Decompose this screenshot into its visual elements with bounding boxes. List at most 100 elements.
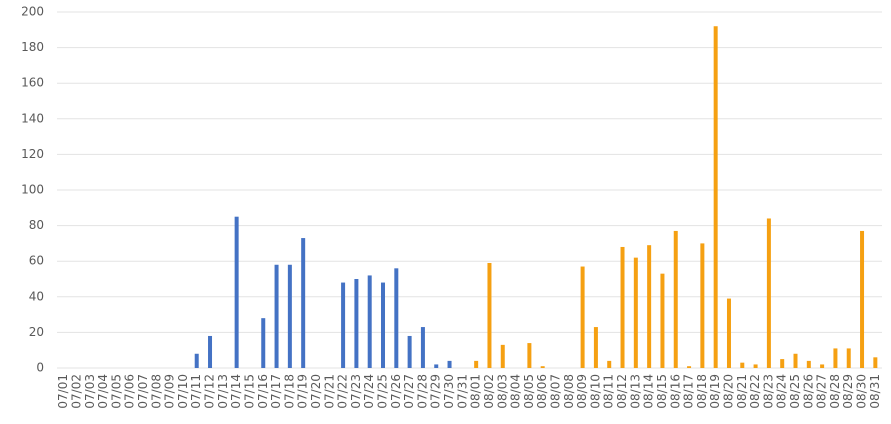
bar	[860, 230, 865, 368]
x-tick-label: 08/11	[602, 374, 616, 409]
x-tick-label: 07/23	[349, 374, 363, 409]
x-tick-label: 07/21	[322, 374, 336, 409]
x-tick-label: 07/08	[149, 374, 163, 409]
x-tick-label: 08/30	[855, 374, 869, 409]
x-tick-label: 07/14	[229, 374, 243, 409]
bar	[873, 357, 878, 368]
y-tick-label: 200	[21, 5, 44, 19]
bar	[487, 262, 492, 368]
x-tick-label: 07/04	[96, 374, 110, 409]
x-tick-label: 07/12	[203, 374, 217, 409]
x-tick-label: 08/26	[801, 374, 815, 409]
x-tick-label: 07/03	[83, 374, 97, 409]
bar	[474, 360, 479, 368]
y-tick-label: 160	[21, 76, 44, 90]
x-tick-label: 07/31	[455, 374, 469, 409]
bar	[633, 257, 638, 368]
x-tick-label: 08/05	[522, 374, 536, 409]
x-tick-label: 08/29	[841, 374, 855, 409]
bar	[381, 282, 386, 368]
x-tick-label: 07/09	[163, 374, 177, 409]
bar	[607, 360, 612, 368]
bar	[726, 298, 731, 368]
bar	[234, 216, 239, 368]
x-tick-label: 07/19	[296, 374, 310, 409]
bar	[820, 364, 825, 368]
x-tick-label: 08/28	[828, 374, 842, 409]
bar	[527, 343, 532, 368]
x-tick-label: 08/19	[708, 374, 722, 409]
bar	[580, 266, 585, 368]
x-tick-label: 07/20	[309, 374, 323, 409]
x-tick-label: 07/27	[402, 374, 416, 409]
bar	[301, 238, 306, 368]
x-tick-label: 07/02	[69, 374, 83, 409]
x-tick-label: 07/24	[362, 374, 376, 409]
bar	[700, 243, 705, 368]
bar	[780, 359, 785, 368]
bar	[341, 282, 346, 368]
x-tick-label: 07/16	[256, 374, 270, 409]
bar	[194, 353, 199, 368]
x-tick-label: 08/03	[495, 374, 509, 409]
x-tick-label: 07/10	[176, 374, 190, 409]
x-tick-label: 08/18	[695, 374, 709, 409]
bar	[833, 348, 838, 368]
y-tick-label: 80	[29, 218, 44, 232]
x-tick-label: 07/13	[216, 374, 230, 409]
bar	[261, 318, 266, 368]
x-tick-label: 08/08	[562, 374, 576, 409]
x-tick-label: 07/17	[269, 374, 283, 409]
bar	[740, 362, 745, 368]
x-tick-label: 08/16	[668, 374, 682, 409]
bar	[660, 273, 665, 368]
bar	[846, 348, 851, 368]
x-tick-label: 08/01	[469, 374, 483, 409]
x-tick-label: 08/04	[509, 374, 523, 409]
x-tick-label: 07/07	[136, 374, 150, 409]
x-tick-label: 08/15	[655, 374, 669, 409]
x-tick-label: 07/06	[123, 374, 137, 409]
x-tick-label: 08/27	[815, 374, 829, 409]
x-tick-label: 07/01	[56, 374, 70, 409]
bar	[806, 360, 811, 368]
x-tick-label: 08/02	[482, 374, 496, 409]
bar	[434, 364, 439, 368]
y-tick-label: 120	[21, 147, 44, 161]
x-tick-label: 08/12	[615, 374, 629, 409]
x-tick-label: 08/10	[588, 374, 602, 409]
bar	[753, 364, 758, 368]
x-tick-label: 07/15	[242, 374, 256, 409]
y-tick-label: 140	[21, 111, 44, 125]
x-tick-label: 07/28	[415, 374, 429, 409]
x-tick-label: 08/09	[575, 374, 589, 409]
bar	[713, 26, 718, 369]
x-tick-label: 08/13	[628, 374, 642, 409]
y-tick-label: 40	[29, 289, 44, 303]
x-tick-label: 08/20	[721, 374, 735, 409]
x-tick-label: 08/06	[535, 374, 549, 409]
y-tick-label: 0	[36, 361, 44, 375]
y-tick-label: 20	[29, 325, 44, 339]
x-tick-label: 08/14	[642, 374, 656, 409]
bar	[500, 344, 505, 368]
x-tick-label: 07/30	[442, 374, 456, 409]
x-tick-label: 08/24	[775, 374, 789, 409]
x-tick-label: 07/26	[389, 374, 403, 409]
bar	[593, 327, 598, 368]
bar	[447, 360, 452, 368]
x-tick-label: 07/05	[109, 374, 123, 409]
x-tick-label: 08/22	[748, 374, 762, 409]
x-tick-label: 08/07	[548, 374, 562, 409]
x-tick-label: 08/31	[868, 374, 882, 409]
bar	[407, 335, 412, 368]
bar	[420, 327, 425, 368]
x-tick-label: 07/18	[282, 374, 296, 409]
bar	[287, 264, 292, 368]
bar	[540, 366, 545, 368]
x-tick-label: 07/29	[429, 374, 443, 409]
bar	[793, 353, 798, 368]
y-tick-label: 100	[21, 183, 44, 197]
x-tick-label: 07/22	[336, 374, 350, 409]
